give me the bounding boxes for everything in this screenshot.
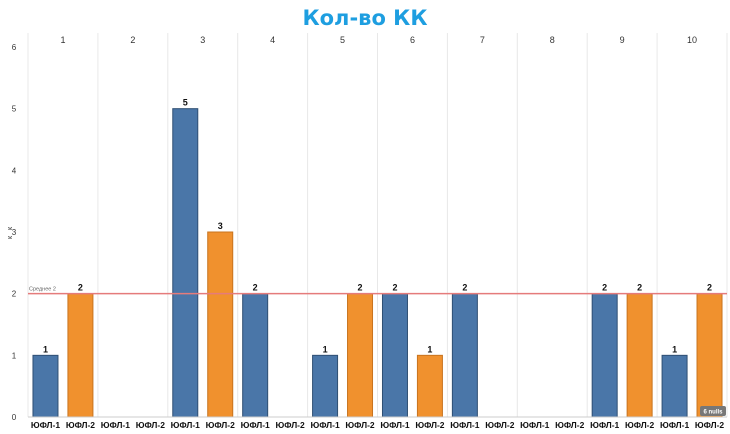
group-label: 9 bbox=[620, 35, 625, 45]
bar bbox=[661, 354, 688, 418]
bar-data-label: 1 bbox=[672, 344, 677, 354]
x-category-label: ЮФЛ-1 bbox=[380, 420, 409, 430]
bar bbox=[591, 293, 618, 418]
bar-data-label: 2 bbox=[78, 283, 83, 293]
group-label: 10 bbox=[687, 35, 697, 45]
group-label: 3 bbox=[200, 35, 205, 45]
bar bbox=[32, 354, 59, 418]
group-label: 6 bbox=[410, 35, 415, 45]
x-category-label: ЮФЛ-1 bbox=[660, 420, 689, 430]
bar-data-label: 1 bbox=[427, 344, 432, 354]
x-category-label: ЮФЛ-1 bbox=[101, 420, 130, 430]
group-label: 4 bbox=[270, 35, 275, 45]
bar bbox=[207, 231, 234, 418]
y-tick-label: 5 bbox=[12, 105, 17, 114]
y-tick-label: 0 bbox=[12, 413, 17, 422]
x-category-label: ЮФЛ-1 bbox=[241, 420, 270, 430]
bar bbox=[696, 293, 723, 418]
y-tick-label: 3 bbox=[12, 228, 17, 237]
y-tick-label: 4 bbox=[12, 166, 17, 175]
bar-data-label: 2 bbox=[358, 283, 363, 293]
group-label: 5 bbox=[340, 35, 345, 45]
bar bbox=[172, 108, 199, 418]
group-label: 7 bbox=[480, 35, 485, 45]
x-category-label: ЮФЛ-2 bbox=[66, 420, 95, 430]
nulls-badge bbox=[700, 406, 726, 416]
x-category-label: ЮФЛ-2 bbox=[136, 420, 165, 430]
bar bbox=[381, 293, 408, 418]
x-category-label: ЮФЛ-1 bbox=[171, 420, 200, 430]
bar-data-label: 2 bbox=[637, 283, 642, 293]
x-category-label: ЮФЛ-2 bbox=[206, 420, 235, 430]
x-category-label: ЮФЛ-2 bbox=[625, 420, 654, 430]
x-category-label: ЮФЛ-1 bbox=[520, 420, 549, 430]
bar bbox=[416, 354, 443, 418]
bar bbox=[347, 293, 374, 418]
bar-data-label: 2 bbox=[253, 283, 258, 293]
bar bbox=[451, 293, 478, 418]
bar bbox=[67, 293, 94, 418]
bar bbox=[242, 293, 269, 418]
bar-data-label: 1 bbox=[323, 344, 328, 354]
group-label: 8 bbox=[550, 35, 555, 45]
nulls-badge-label: 6 nulls bbox=[703, 410, 723, 416]
bar-data-label: 2 bbox=[602, 283, 607, 293]
group-label: 2 bbox=[130, 35, 135, 45]
y-tick-label: 1 bbox=[12, 351, 17, 360]
y-tick-label: 6 bbox=[12, 43, 17, 52]
bar-data-label: 3 bbox=[218, 221, 223, 231]
x-category-label: ЮФЛ-1 bbox=[590, 420, 619, 430]
x-category-label: ЮФЛ-1 bbox=[31, 420, 60, 430]
y-axis-label: к к bbox=[7, 225, 14, 239]
x-category-label: ЮФЛ-2 bbox=[485, 420, 514, 430]
x-category-label: ЮФЛ-2 bbox=[555, 420, 584, 430]
bar-data-label: 5 bbox=[183, 98, 188, 108]
bar bbox=[312, 354, 339, 418]
bar-data-label: 2 bbox=[392, 283, 397, 293]
group-label: 1 bbox=[60, 35, 65, 45]
x-category-label: ЮФЛ-2 bbox=[345, 420, 374, 430]
y-tick-label: 2 bbox=[12, 290, 17, 299]
x-category-label: ЮФЛ-2 bbox=[695, 420, 724, 430]
bar-data-label: 2 bbox=[707, 283, 712, 293]
bar-data-label: 1 bbox=[43, 344, 48, 354]
bar-data-label: 2 bbox=[462, 283, 467, 293]
x-category-label: ЮФЛ-2 bbox=[415, 420, 444, 430]
x-category-label: ЮФЛ-1 bbox=[450, 420, 479, 430]
x-category-label: ЮФЛ-1 bbox=[310, 420, 339, 430]
average-line-label: Среднее 2 bbox=[29, 287, 56, 293]
bar bbox=[626, 293, 653, 418]
chart-title: Кол-во КК bbox=[302, 6, 428, 30]
x-category-label: ЮФЛ-2 bbox=[276, 420, 305, 430]
